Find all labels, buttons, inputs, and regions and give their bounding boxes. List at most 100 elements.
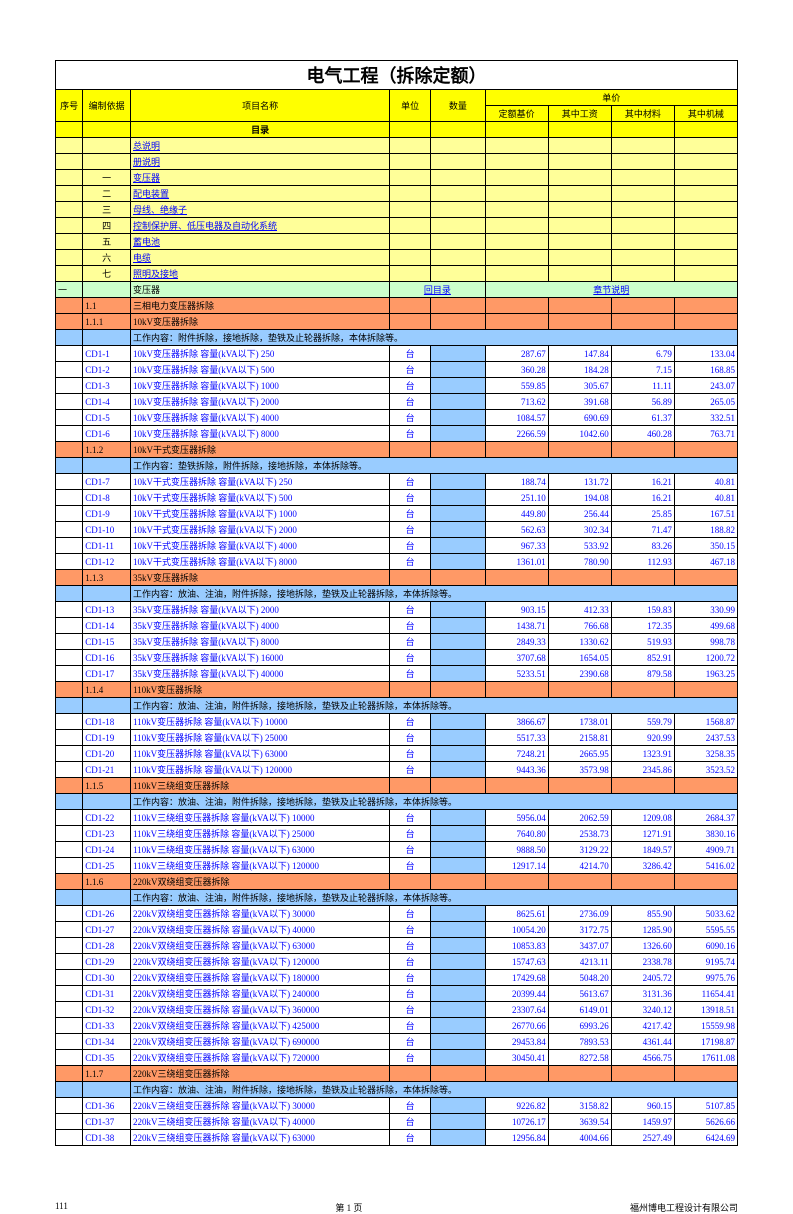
toc-idx bbox=[83, 138, 131, 154]
table-row: CD1-110kV变压器拆除 容量(kVA以下) 250台287.67147.8… bbox=[56, 346, 738, 362]
row-code: CD1-31 bbox=[83, 986, 131, 1002]
footer-left: 111 bbox=[55, 1201, 68, 1214]
toc-link[interactable]: 蓄电池 bbox=[133, 237, 160, 247]
row-name: 10kV变压器拆除 容量(kVA以下) 1000 bbox=[131, 378, 390, 394]
hdr-price: 单价 bbox=[485, 90, 737, 106]
row-unit: 台 bbox=[390, 970, 431, 986]
row-p2: 4214.70 bbox=[548, 858, 611, 874]
row-code: CD1-4 bbox=[83, 394, 131, 410]
row-p1: 2266.59 bbox=[485, 426, 548, 442]
row-p3: 1209.08 bbox=[611, 810, 674, 826]
row-name: 35kV变压器拆除 容量(kVA以下) 4000 bbox=[131, 618, 390, 634]
toc-link[interactable]: 变压器 bbox=[133, 173, 160, 183]
row-name: 35kV变压器拆除 容量(kVA以下) 16000 bbox=[131, 650, 390, 666]
row-p4: 17611.08 bbox=[674, 1050, 737, 1066]
row-p1: 20399.44 bbox=[485, 986, 548, 1002]
row-p4: 6090.16 bbox=[674, 938, 737, 954]
row-name: 220kV三绕组变压器拆除 bbox=[131, 1066, 390, 1082]
row-p3: 4361.44 bbox=[611, 1034, 674, 1050]
row-p4: 40.81 bbox=[674, 474, 737, 490]
row-name: 110kV变压器拆除 容量(kVA以下) 63000 bbox=[131, 746, 390, 762]
row-ref: 1.1.5 bbox=[83, 778, 131, 794]
toc-link[interactable]: 控制保护屏、低压电器及自动化系统 bbox=[133, 221, 277, 231]
row-p4: 1963.25 bbox=[674, 666, 737, 682]
table-row: 工作内容：放油、注油，附件拆除，接地拆除，垫铁及止轮器拆除，本体拆除等。 bbox=[56, 698, 738, 714]
table-row: CD1-32220kV双绕组变压器拆除 容量(kVA以下) 360000台233… bbox=[56, 1002, 738, 1018]
row-p4: 1200.72 bbox=[674, 650, 737, 666]
row-p4: 15559.98 bbox=[674, 1018, 737, 1034]
row-p2: 131.72 bbox=[548, 474, 611, 490]
row-name: 220kV双绕组变压器拆除 容量(kVA以下) 425000 bbox=[131, 1018, 390, 1034]
row-p3: 16.21 bbox=[611, 474, 674, 490]
toc-link[interactable]: 母线、绝缘子 bbox=[133, 205, 187, 215]
row-unit: 台 bbox=[390, 666, 431, 682]
row-code: CD1-14 bbox=[83, 618, 131, 634]
row-p1: 2849.33 bbox=[485, 634, 548, 650]
row-p1: 5233.51 bbox=[485, 666, 548, 682]
row-code: CD1-1 bbox=[83, 346, 131, 362]
row-p4: 3523.52 bbox=[674, 762, 737, 778]
row-p4: 4909.71 bbox=[674, 842, 737, 858]
table-row: CD1-35220kV双绕组变压器拆除 容量(kVA以下) 720000台304… bbox=[56, 1050, 738, 1066]
row-code: CD1-20 bbox=[83, 746, 131, 762]
row-unit: 台 bbox=[390, 1018, 431, 1034]
toc-link[interactable]: 配电装置 bbox=[133, 189, 169, 199]
row-name: 10kV干式变压器拆除 容量(kVA以下) 1000 bbox=[131, 506, 390, 522]
row-ref: 1.1.3 bbox=[83, 570, 131, 586]
section-label: 变压器 bbox=[131, 282, 390, 298]
table-row: CD1-1435kV变压器拆除 容量(kVA以下) 4000台1438.7176… bbox=[56, 618, 738, 634]
row-p3: 56.89 bbox=[611, 394, 674, 410]
row-p1: 10853.83 bbox=[485, 938, 548, 954]
table-row: CD1-810kV干式变压器拆除 容量(kVA以下) 500台251.10194… bbox=[56, 490, 738, 506]
row-p3: 2405.72 bbox=[611, 970, 674, 986]
row-name: 10kV干式变压器拆除 容量(kVA以下) 500 bbox=[131, 490, 390, 506]
section-row: 一 变压器 回目录 章节说明 bbox=[56, 282, 738, 298]
row-p2: 8272.58 bbox=[548, 1050, 611, 1066]
row-p1: 360.28 bbox=[485, 362, 548, 378]
table-row: 1.1.4110kV变压器拆除 bbox=[56, 682, 738, 698]
toc-link[interactable]: 册说明 bbox=[133, 157, 160, 167]
row-name: 10kV变压器拆除 容量(kVA以下) 500 bbox=[131, 362, 390, 378]
row-name: 10kV变压器拆除 容量(kVA以下) 250 bbox=[131, 346, 390, 362]
table-row: 工作内容：垫铁拆除，附件拆除，接地拆除，本体拆除等。 bbox=[56, 458, 738, 474]
toc-row: 三母线、绝缘子 bbox=[56, 202, 738, 218]
header-row-1: 序号 编制依据 项目名称 单位 数量 单价 bbox=[56, 90, 738, 106]
toc-link[interactable]: 电缆 bbox=[133, 253, 151, 263]
row-p4: 350.15 bbox=[674, 538, 737, 554]
table-row: CD1-27220kV双绕组变压器拆除 容量(kVA以下) 40000台1005… bbox=[56, 922, 738, 938]
row-p4: 243.07 bbox=[674, 378, 737, 394]
toc-link[interactable]: 总说明 bbox=[133, 141, 160, 151]
row-p3: 855.90 bbox=[611, 906, 674, 922]
row-unit: 台 bbox=[390, 922, 431, 938]
toc-row: 四控制保护屏、低压电器及自动化系统 bbox=[56, 218, 738, 234]
row-name: 110kV变压器拆除 容量(kVA以下) 10000 bbox=[131, 714, 390, 730]
chapter-note-link[interactable]: 章节说明 bbox=[593, 285, 629, 295]
row-p4: 5416.02 bbox=[674, 858, 737, 874]
back-toc-link[interactable]: 回目录 bbox=[424, 285, 451, 295]
row-ref: 1.1.7 bbox=[83, 1066, 131, 1082]
row-p4: 5107.85 bbox=[674, 1098, 737, 1114]
toc-link[interactable]: 照明及接地 bbox=[133, 269, 178, 279]
row-ref: 1.1.1 bbox=[83, 314, 131, 330]
row-code: CD1-24 bbox=[83, 842, 131, 858]
row-name: 110kV三绕组变压器拆除 容量(kVA以下) 120000 bbox=[131, 858, 390, 874]
table-row: 1.1.7220kV三绕组变压器拆除 bbox=[56, 1066, 738, 1082]
table-row: CD1-210kV变压器拆除 容量(kVA以下) 500台360.28184.2… bbox=[56, 362, 738, 378]
row-note: 工作内容：放油、注油，附件拆除，接地拆除，垫铁及止轮器拆除，本体拆除等。 bbox=[131, 698, 738, 714]
row-code: CD1-8 bbox=[83, 490, 131, 506]
row-p3: 519.93 bbox=[611, 634, 674, 650]
table-row: CD1-1335kV变压器拆除 容量(kVA以下) 2000台903.15412… bbox=[56, 602, 738, 618]
row-p2: 2390.68 bbox=[548, 666, 611, 682]
row-p1: 559.85 bbox=[485, 378, 548, 394]
row-p4: 2684.37 bbox=[674, 810, 737, 826]
row-unit: 台 bbox=[390, 810, 431, 826]
row-p3: 61.37 bbox=[611, 410, 674, 426]
row-unit: 台 bbox=[390, 490, 431, 506]
table-row: CD1-23110kV三绕组变压器拆除 容量(kVA以下) 25000台7640… bbox=[56, 826, 738, 842]
row-unit: 台 bbox=[390, 1050, 431, 1066]
row-p3: 2345.86 bbox=[611, 762, 674, 778]
row-p3: 83.26 bbox=[611, 538, 674, 554]
row-unit: 台 bbox=[390, 746, 431, 762]
row-p2: 4213.11 bbox=[548, 954, 611, 970]
row-p1: 1361.01 bbox=[485, 554, 548, 570]
